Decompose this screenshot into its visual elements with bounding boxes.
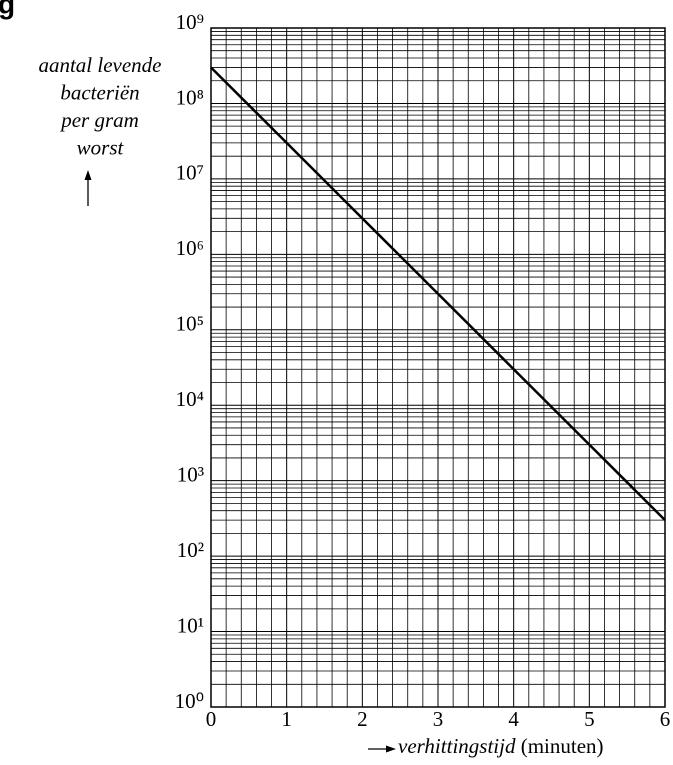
y-tick-label: 10¹ (177, 613, 204, 637)
y-axis-label-line: bacteriën (60, 80, 139, 104)
x-axis-label: verhittingstijd (minuten) (398, 734, 604, 758)
plot-frame (210, 27, 666, 708)
y-axis-label-line: per gram (59, 108, 139, 132)
y-arrow-head (84, 170, 92, 180)
y-axis-label-line: aantal levende (38, 53, 161, 77)
y-tick-label: 10⁰ (175, 689, 204, 713)
y-tick-label: 10⁵ (176, 312, 204, 336)
y-tick-label: 10⁷ (176, 161, 204, 185)
y-tick-label: 10⁸ (176, 85, 204, 109)
y-tick-label: 10⁴ (176, 387, 204, 411)
x-tick-label: 4 (508, 707, 519, 731)
y-tick-label: 10⁶ (176, 236, 204, 260)
y-axis-label: aantal levende bacteriën per gram worst (38, 53, 161, 160)
x-arrow-head (386, 745, 396, 753)
grid (210, 27, 666, 708)
x-tick-label: 3 (433, 707, 444, 731)
x-tick-label: 0 (206, 707, 217, 731)
data-line (210, 66, 666, 522)
x-tick-label: 1 (281, 707, 292, 731)
y-tick-label: 10³ (177, 462, 204, 486)
x-tick-label: 5 (584, 707, 595, 731)
y-tick-label: 10² (177, 538, 204, 562)
x-axis-label-main: verhittingstijd (398, 734, 516, 758)
y-tick-label: 10⁹ (176, 10, 204, 34)
figure-label: g (0, 0, 15, 19)
x-tick-label: 6 (660, 707, 671, 731)
x-tick-label: 2 (357, 707, 368, 731)
x-axis-label-unit: (minuten) (521, 734, 604, 758)
y-axis-label-line: worst (77, 135, 125, 159)
